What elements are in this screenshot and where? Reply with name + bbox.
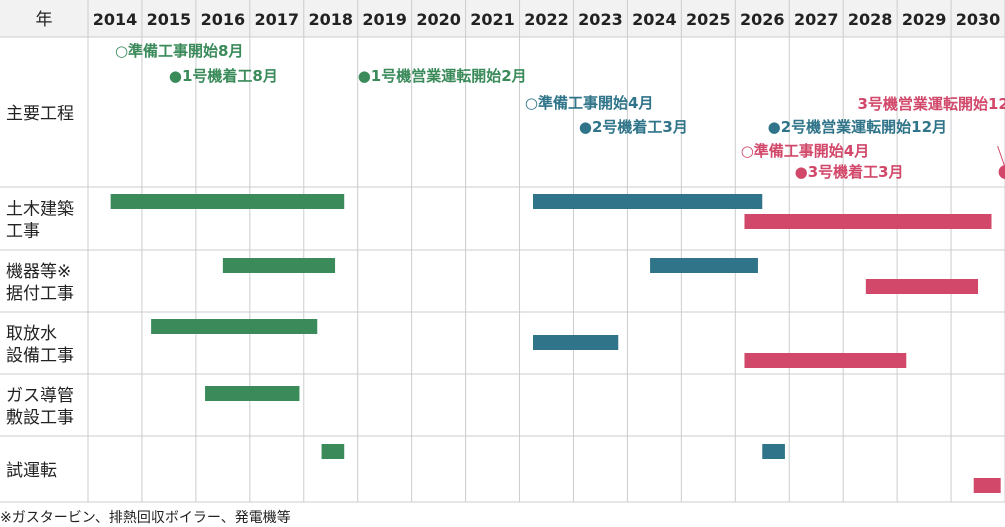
year-label-2021: 2021 [470,10,515,29]
milestone-unit3-7: ○準備工事開始4月 [741,142,870,160]
bar-intake-unit2 [533,335,619,350]
footnote: ※ガスタービン、排熱回収ボイラー、発電機等 [0,510,291,526]
bar-intake-unit3 [744,353,907,368]
bar-trial-unit3 [973,478,1001,493]
year-label-2024: 2024 [632,10,677,29]
row-label-equipment: 据付工事 [6,284,74,304]
bar-civil-unit3 [744,214,992,229]
year-label-2022: 2022 [524,10,569,29]
milestone-unit1-2: ●1号機着工8月 [169,67,278,85]
row-label-intake: 取放水 [6,324,57,344]
year-header-label: 年 [36,10,53,30]
construction-schedule-chart: 年 2014 2015 2016 2017 2018 2019 2020 2021 2022 202… [0,0,1005,503]
operation-start-leader [997,145,1005,167]
bar-civil-unit1 [110,194,345,209]
row-label-milestones: 主要工程 [6,104,74,124]
row-label-gas: 敷設工事 [6,408,74,428]
row-label-civil: 工事 [6,222,40,242]
bar-equipment-unit1 [222,258,336,273]
header-background [0,0,1005,37]
bar-intake-unit1 [151,319,318,334]
year-label-2014: 2014 [93,10,138,29]
milestone-unit2-5: ●2号機着工3月 [579,118,688,136]
milestone-unit2-6: ●2号機営業運転開始12月 [768,118,947,136]
row-label-equipment: 機器等※ [6,262,71,282]
year-label-2028: 2028 [848,10,893,29]
year-label-2026: 2026 [740,10,785,29]
year-label-2015: 2015 [147,10,192,29]
row-label-civil: 土木建築 [6,200,74,220]
year-label-2027: 2027 [794,10,839,29]
year-label-2030: 2030 [956,10,1001,29]
year-label-2020: 2020 [416,10,461,29]
bar-equipment-unit3 [865,279,979,294]
bar-equipment-unit2 [650,258,758,273]
year-label-2018: 2018 [308,10,353,29]
milestone-unit1-1: ○準備工事開始8月 [115,42,244,60]
row-label-gas: ガス導管 [6,386,74,406]
operation-start-marker [998,165,1005,179]
row-label-intake: 設備工事 [6,346,74,366]
bar-trial-unit1 [321,444,345,459]
bar-trial-unit2 [762,444,785,459]
year-label-2025: 2025 [686,10,731,29]
year-label-2019: 2019 [362,10,407,29]
bar-civil-unit2 [533,194,763,209]
milestone-unit2-4: ○準備工事開始4月 [525,94,654,112]
milestone-unit3-9: 3号機営業運転開始12月 [858,95,1005,113]
year-label-2016: 2016 [201,10,246,29]
bar-gas-unit1 [205,386,300,401]
year-label-2017: 2017 [255,10,300,29]
year-label-2023: 2023 [578,10,623,29]
year-label-2029: 2029 [902,10,947,29]
milestone-unit1-3: ●1号機営業運転開始2月 [358,67,527,85]
milestone-unit3-8: ●3号機着工3月 [795,163,904,181]
row-label-trial: 試運転 [6,461,57,481]
